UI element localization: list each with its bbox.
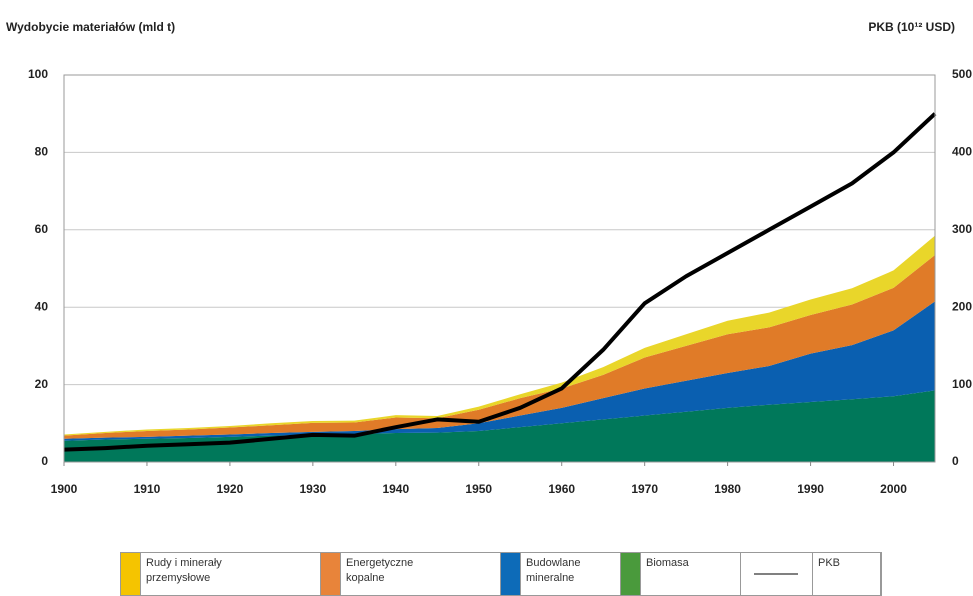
- legend-swatch: [501, 553, 521, 595]
- x-tick-label: 1920: [217, 482, 244, 496]
- legend-swatch: [121, 553, 141, 595]
- legend: Rudy i minerały przemysłowe Energetyczne …: [120, 552, 882, 596]
- y-tick-label: 80: [35, 145, 49, 159]
- x-tick-label: 1900: [51, 482, 78, 496]
- x-tick-label: 1990: [797, 482, 824, 496]
- legend-label: PKB: [813, 553, 881, 595]
- area: [64, 254, 935, 439]
- y2-tick-label: 500: [952, 67, 972, 81]
- x-tick-label: 1960: [548, 482, 575, 496]
- plot-frame: [63, 74, 936, 463]
- legend-label: Rudy i minerały przemysłowe: [141, 553, 321, 595]
- legend-line: [754, 573, 798, 575]
- legend-swatch: [741, 553, 813, 595]
- area: [64, 301, 935, 441]
- line: [63, 112, 937, 452]
- legend-swatch: [621, 553, 641, 595]
- y2-tick-label: 200: [952, 299, 972, 313]
- y-tick-label: 20: [35, 377, 49, 391]
- y-tick-label: 0: [41, 454, 48, 468]
- y2-tick-label: 300: [952, 222, 972, 236]
- x-tick-label: 1970: [631, 482, 658, 496]
- y2-tick-label: 0: [952, 454, 959, 468]
- legend-label: Biomasa: [641, 553, 741, 595]
- x-tick-label: 1910: [134, 482, 161, 496]
- y-axis-title: Wydobycie materiałów (mld t): [6, 20, 175, 34]
- x-tick-label: 1950: [465, 482, 492, 496]
- legend-label: Energetyczne kopalne: [341, 553, 501, 595]
- area: [64, 390, 935, 462]
- legend-label: Budowlane mineralne: [521, 553, 621, 595]
- x-tick-label: 1980: [714, 482, 741, 496]
- chart: Wydobycie materiałów (mld t) PKB (10¹² U…: [6, 20, 972, 496]
- y2-tick-label: 400: [952, 145, 972, 159]
- y-tick-label: 40: [35, 299, 49, 313]
- y-tick-label: 60: [35, 222, 49, 236]
- x-tick-label: 1930: [300, 482, 327, 496]
- y-tick-label: 100: [28, 67, 48, 81]
- x-tick-label: 1940: [382, 482, 409, 496]
- legend-swatch: [321, 553, 341, 595]
- x-tick-label: 2000: [880, 482, 907, 496]
- y2-axis-title: PKB (10¹² USD): [868, 20, 955, 34]
- y2-tick-label: 100: [952, 377, 972, 391]
